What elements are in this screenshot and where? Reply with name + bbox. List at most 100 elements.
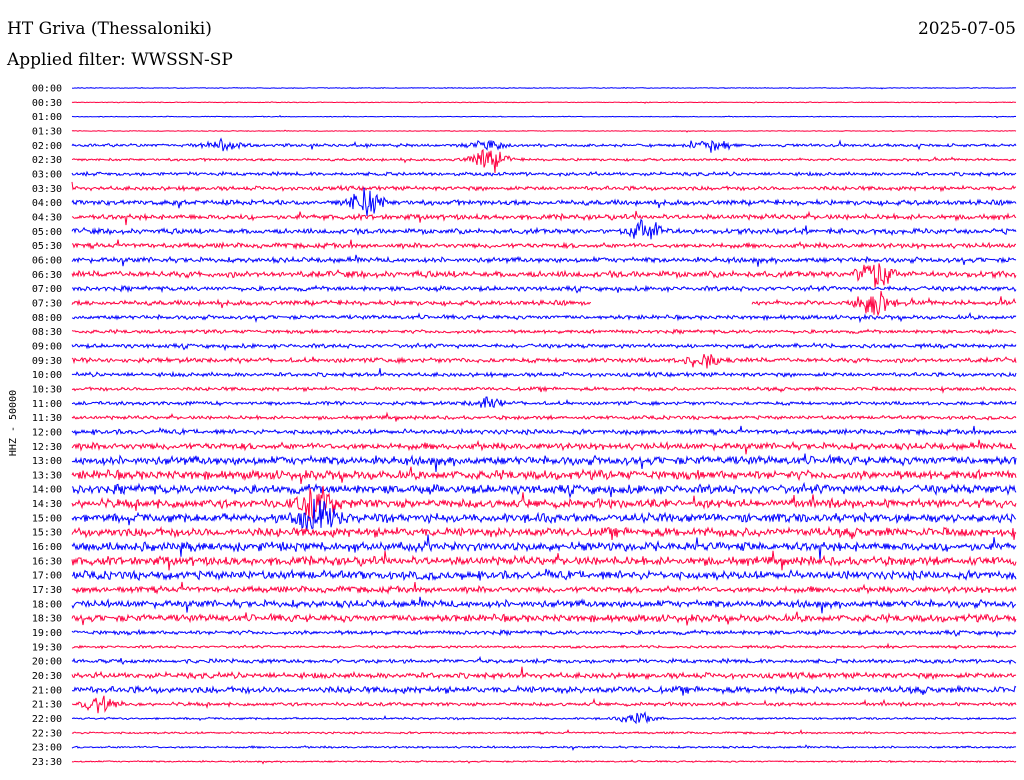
row-time-label: 14:00 <box>32 485 62 496</box>
trace-line <box>71 695 1017 714</box>
row-time-label: 22:30 <box>32 728 62 739</box>
trace-line <box>71 525 1017 540</box>
station-title: HT Griva (Thessaloniki) <box>7 19 212 39</box>
row-time-label: 21:00 <box>32 685 62 696</box>
trace-line <box>71 711 1017 725</box>
row-time-label: 16:00 <box>32 542 62 553</box>
filter-label: Applied filter: WWSSN-SP <box>7 50 233 70</box>
row-time-label: 19:00 <box>32 628 62 639</box>
trace-line <box>71 342 1017 352</box>
trace-line <box>71 628 1017 638</box>
row-time-label: 13:00 <box>32 456 62 467</box>
row-time-label: 10:30 <box>32 384 62 395</box>
row-time-label: 17:00 <box>32 571 62 582</box>
trace-line <box>71 187 1017 217</box>
trace-line <box>71 759 1017 765</box>
trace-line <box>71 466 1017 484</box>
trace-line <box>71 263 1017 288</box>
trace-line <box>71 239 1017 251</box>
row-time-label: 17:30 <box>32 585 62 596</box>
row-time-label: 23:30 <box>32 757 62 768</box>
trace-line <box>71 485 1017 522</box>
trace-line <box>71 385 1017 394</box>
trace-line <box>71 290 1017 317</box>
trace-line <box>71 498 1017 530</box>
trace-line <box>71 611 1017 626</box>
trace-line <box>71 453 1017 473</box>
row-time-label: 08:00 <box>32 313 62 324</box>
trace-line <box>71 581 1017 595</box>
trace-line <box>71 137 1017 153</box>
trace-line <box>71 353 1017 369</box>
row-time-label: 12:00 <box>32 427 62 438</box>
row-time-label: 10:00 <box>32 370 62 381</box>
row-time-label: 15:00 <box>32 513 62 524</box>
row-time-label: 01:30 <box>32 126 62 137</box>
trace-line <box>71 425 1017 437</box>
row-time-label: 02:30 <box>32 155 62 166</box>
seismogram-traces <box>71 86 1017 765</box>
row-time-label: 16:30 <box>32 556 62 567</box>
row-time-label: 06:00 <box>32 255 62 266</box>
row-time-label: 09:00 <box>32 341 62 352</box>
trace-line <box>71 666 1017 681</box>
trace-line <box>71 114 1017 119</box>
row-time-label: 00:30 <box>32 98 62 109</box>
row-time-label: 23:00 <box>32 743 62 754</box>
trace-line <box>71 218 1017 240</box>
trace-line <box>71 396 1017 408</box>
row-time-label: 03:00 <box>32 169 62 180</box>
row-time-label: 11:30 <box>32 413 62 424</box>
row-time-label: 04:00 <box>32 198 62 209</box>
row-time-label: 01:00 <box>32 112 62 123</box>
trace-line <box>71 534 1017 561</box>
trace-line <box>71 148 1017 174</box>
trace-line <box>71 254 1017 267</box>
trace-line <box>71 744 1017 752</box>
channel-label: HHZ - 50000 <box>8 390 19 456</box>
row-time-label: 15:30 <box>32 528 62 539</box>
row-time-label: 21:30 <box>32 700 62 711</box>
row-time-label: 20:30 <box>32 671 62 682</box>
row-time-label: 08:30 <box>32 327 62 338</box>
trace-line <box>71 86 1017 90</box>
row-time-label: 20:00 <box>32 657 62 668</box>
row-time-label: 18:30 <box>32 614 62 625</box>
row-time-label: 06:30 <box>32 270 62 281</box>
time-tick-labels: 00:00 00:30 01:00 01:30 02:00 02:30 03:00 03:30… <box>32 84 62 769</box>
trace-line <box>71 568 1017 582</box>
row-time-label: 02:00 <box>32 141 62 152</box>
trace-line <box>71 684 1017 696</box>
trace-line <box>71 368 1017 379</box>
row-time-label: 05:00 <box>32 227 62 238</box>
trace-line <box>71 596 1016 614</box>
row-time-label: 00:00 <box>32 84 62 95</box>
row-time-label: 07:00 <box>32 284 62 295</box>
trace-line <box>71 284 1017 294</box>
trace-line <box>71 181 1017 193</box>
row-time-label: 22:00 <box>32 714 62 725</box>
trace-line <box>71 655 1017 666</box>
trace-line <box>71 101 1017 104</box>
trace-line <box>71 550 1017 571</box>
row-time-label: 19:30 <box>32 642 62 653</box>
trace-line <box>71 481 1017 499</box>
trace-line <box>71 311 1017 324</box>
trace-line <box>71 210 1017 226</box>
row-time-label: 09:30 <box>32 356 62 367</box>
trace-line <box>71 411 1017 422</box>
trace-line <box>71 439 1017 455</box>
row-time-label: 07:30 <box>32 298 62 309</box>
row-time-label: 12:30 <box>32 442 62 453</box>
row-time-label: 05:30 <box>32 241 62 252</box>
trace-line <box>71 129 1017 133</box>
row-time-label: 04:30 <box>32 212 62 223</box>
row-time-label: 11:00 <box>32 399 62 410</box>
row-time-label: 14:30 <box>32 499 62 510</box>
trace-line <box>71 642 1017 650</box>
trace-line <box>71 328 1017 336</box>
trace-line <box>71 170 1017 178</box>
row-time-label: 13:30 <box>32 470 62 481</box>
record-date: 2025-07-05 <box>917 19 1016 39</box>
